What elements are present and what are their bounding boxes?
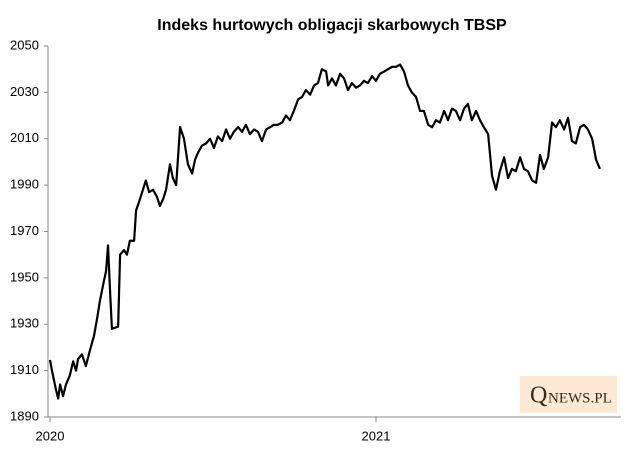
x-tick-label: 2020 xyxy=(36,428,65,443)
y-tick-label: 1990 xyxy=(10,177,39,192)
watermark-box xyxy=(520,376,617,413)
chart-title: Indeks hurtowych obligacji skarbowych TB… xyxy=(157,17,507,34)
watermark-q: Q xyxy=(530,383,547,409)
watermark-text: NEWS.PL xyxy=(548,390,612,406)
line xyxy=(48,63,601,400)
y-tick-label: 1950 xyxy=(10,269,39,284)
y-tick-label: 2050 xyxy=(10,37,39,52)
y-tick-label: 1910 xyxy=(10,362,39,377)
y-tick-label: 1930 xyxy=(10,316,39,331)
y-tick-label: 1890 xyxy=(10,408,39,423)
y-tick-label: 2010 xyxy=(10,130,39,145)
y-tick-label: 1970 xyxy=(10,223,39,238)
y-tick-label: 2030 xyxy=(10,84,39,99)
x-tick-label: 2021 xyxy=(362,428,391,443)
